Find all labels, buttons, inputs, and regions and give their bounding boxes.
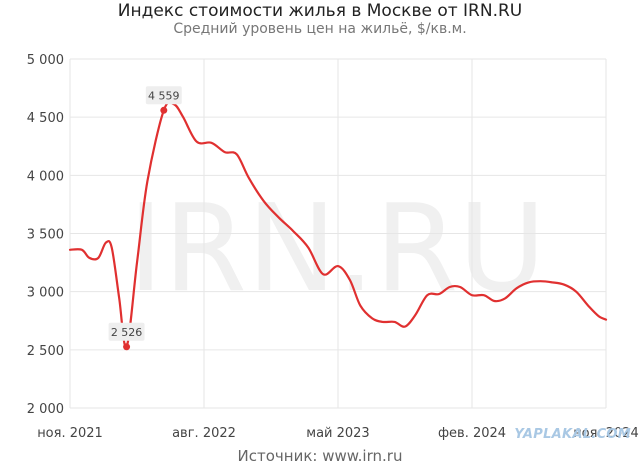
data-label-box	[108, 322, 145, 341]
source-note: Источник: www.irn.ru	[237, 447, 403, 465]
price-series-line	[68, 101, 608, 349]
data-point-marker	[123, 343, 131, 351]
data-label: 4 559	[148, 89, 180, 102]
x-tick-label: фев. 2024	[438, 426, 506, 441]
irn-watermark: IRN.RU	[128, 180, 546, 319]
x-tick-label: авг. 2022	[172, 426, 236, 441]
data-point-marker	[160, 106, 168, 114]
x-tick-label: ноя. 2024	[573, 426, 639, 441]
site-credit: YAPLAKAL.COM	[514, 427, 631, 442]
y-tick-label: 2 500	[27, 344, 64, 359]
x-tick-label: ноя. 2021	[37, 426, 103, 441]
x-tick-label: май 2023	[306, 426, 369, 441]
y-tick-label: 2 000	[27, 402, 64, 417]
y-tick-label: 4 500	[27, 111, 64, 126]
y-tick-label: 3 000	[27, 286, 64, 301]
data-label-box	[145, 86, 182, 105]
y-tick-label: 3 500	[27, 228, 64, 243]
y-tick-label: 5 000	[27, 53, 64, 68]
data-label: 2 526	[111, 326, 143, 339]
chart-title: Индекс стоимости жилья в Москве от IRN.R…	[117, 1, 523, 21]
chart-subtitle: Средний уровень цен на жильё, $/кв.м.	[173, 21, 467, 37]
y-tick-label: 4 000	[27, 169, 64, 184]
